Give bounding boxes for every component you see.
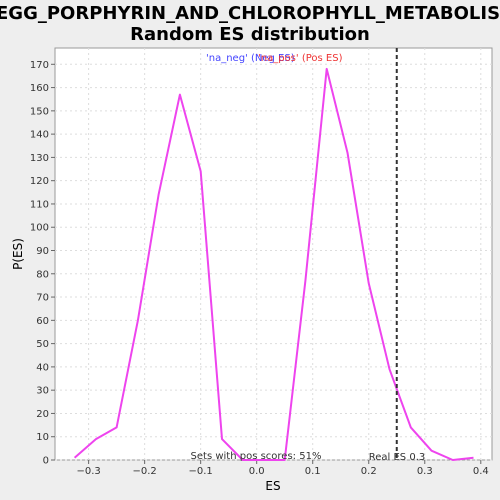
y-tick-label: 80 — [36, 269, 49, 280]
y-tick-label: 150 — [30, 106, 49, 117]
real-es-label: Real ES 0.3 — [369, 452, 425, 463]
y-tick-label: 20 — [36, 409, 49, 420]
y-tick-label: 110 — [30, 199, 49, 210]
legend-entry-pos: 'na_pos' (Pos ES) — [258, 53, 343, 64]
x-tick-label: −0.3 — [76, 466, 100, 477]
y-tick-label: 40 — [36, 362, 49, 373]
y-tick-label: 0 — [43, 456, 49, 467]
legend-entry-neg: 'na_neg' (Neg ES) — [206, 53, 295, 64]
y-tick-label: 130 — [30, 153, 49, 164]
x-tick-label: 0.2 — [361, 466, 377, 477]
plot-area — [54, 47, 493, 461]
y-tick-label: 10 — [36, 432, 49, 443]
grid — [55, 48, 492, 461]
chart-title-line1: KEGG_PORPHYRIN_AND_CHLOROPHYLL_METABOLIS… — [0, 3, 500, 24]
series-group — [73, 67, 474, 461]
y-axis-title: P(ES) — [11, 238, 25, 270]
y-tick-label: 50 — [36, 339, 49, 350]
y-tick-label: 160 — [30, 83, 49, 94]
es-distribution-line — [73, 67, 474, 461]
y-tick-label: 60 — [36, 316, 49, 327]
x-tick-label: 0.1 — [305, 466, 321, 477]
sets-pos-scores-note: Sets with pos scores: 51% — [191, 451, 322, 462]
y-tick-label: 90 — [36, 246, 49, 257]
y-tick-label: 140 — [30, 130, 49, 141]
y-tick-label: 30 — [36, 386, 49, 397]
y-tick-label: 100 — [30, 223, 49, 234]
y-axis: 0 10 20 30 40 50 60 70 80 90 100 110 120 130 140 150 160… — [30, 60, 55, 467]
x-tick-label: 0.4 — [473, 466, 489, 477]
x-axis-title: ES — [265, 479, 280, 493]
x-tick-label: 0.3 — [417, 466, 433, 477]
y-tick-label: 70 — [36, 293, 49, 304]
x-tick-label: −0.1 — [189, 466, 213, 477]
x-axis: −0.3 −0.2 −0.1 0.0 0.1 0.2 0.3 0.4 — [76, 460, 489, 477]
legend: 'na_neg' (Neg ES) 'na_pos' (Pos ES) — [206, 53, 343, 64]
x-tick-label: −0.2 — [132, 466, 156, 477]
chart-title-line2: Random ES distribution — [130, 24, 370, 45]
y-tick-label: 120 — [30, 176, 49, 187]
y-tick-label: 170 — [30, 60, 49, 71]
x-tick-label: 0.0 — [249, 466, 265, 477]
